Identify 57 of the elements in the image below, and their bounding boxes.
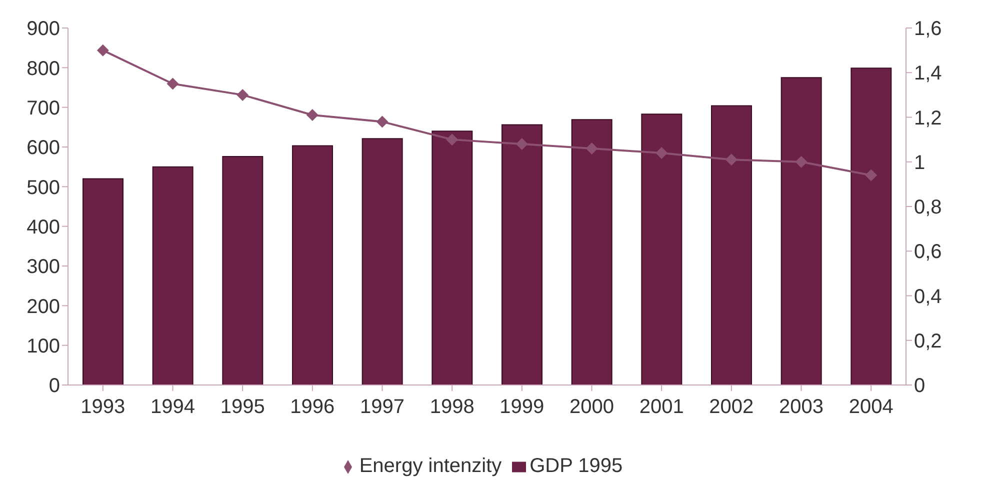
y-tick-label: 600: [26, 137, 60, 160]
point: [166, 78, 179, 90]
point: [236, 88, 249, 101]
point: [586, 142, 598, 154]
y2-tick-label: 1,4: [914, 62, 942, 85]
point: [376, 116, 388, 128]
point: [96, 44, 109, 56]
x-tick-label: 1993: [80, 396, 126, 418]
point: [306, 109, 318, 122]
y-tick-label: 900: [26, 18, 60, 40]
x-tick-label: 2000: [570, 396, 614, 418]
bar: [432, 130, 473, 385]
y2-tick-label: 0,4: [914, 286, 942, 308]
bar: [850, 68, 892, 385]
y-tick-label: 200: [26, 296, 60, 318]
point: [446, 134, 458, 146]
bar: [780, 77, 822, 385]
bar: [362, 138, 403, 385]
bar: [641, 114, 682, 385]
y-tick-label: 300: [26, 256, 60, 278]
x-tick-label: 2004: [848, 396, 894, 418]
bar: [222, 156, 264, 385]
point: [865, 169, 878, 182]
x-tick-label: 2003: [779, 396, 824, 418]
y-tick-label: 400: [26, 216, 60, 238]
x-tick-label: 2002: [709, 396, 754, 418]
y2-tick-label: 0,2: [914, 330, 942, 352]
bar: [711, 105, 752, 385]
legend-label: Energy intenzity: [359, 455, 502, 477]
bar: [292, 145, 333, 385]
x-tick-label: 1995: [220, 396, 265, 418]
bar: [82, 178, 124, 385]
bar: [152, 166, 194, 385]
point: [516, 138, 528, 150]
x-tick-label: 1996: [290, 396, 335, 418]
y2-tick-label: 1,6: [914, 18, 942, 40]
y-tick-label: 0: [48, 375, 60, 398]
point: [795, 156, 808, 168]
y-tick-label: 100: [26, 335, 60, 358]
x-tick-label: 1994: [150, 396, 195, 418]
x-tick-label: 1997: [360, 396, 404, 418]
y2-tick-label: 0,6: [914, 241, 942, 264]
y2-tick-label: 0,8: [914, 196, 942, 219]
y2-tick-label: 1: [914, 152, 926, 174]
y-tick-label: 800: [26, 58, 60, 80]
point: [656, 146, 668, 159]
y2-tick-label: 0: [914, 375, 926, 398]
x-tick-label: 2001: [639, 396, 684, 418]
point: [725, 154, 738, 166]
bar: [571, 119, 612, 385]
x-tick-label: 1998: [430, 396, 474, 418]
y-tick-label: 700: [26, 97, 60, 120]
y2-tick-label: 1,2: [914, 107, 942, 130]
legend-label: GDP 1995: [530, 455, 623, 477]
y-tick-label: 500: [26, 176, 60, 199]
bar: [502, 124, 542, 385]
x-tick-label: 1999: [500, 396, 544, 418]
